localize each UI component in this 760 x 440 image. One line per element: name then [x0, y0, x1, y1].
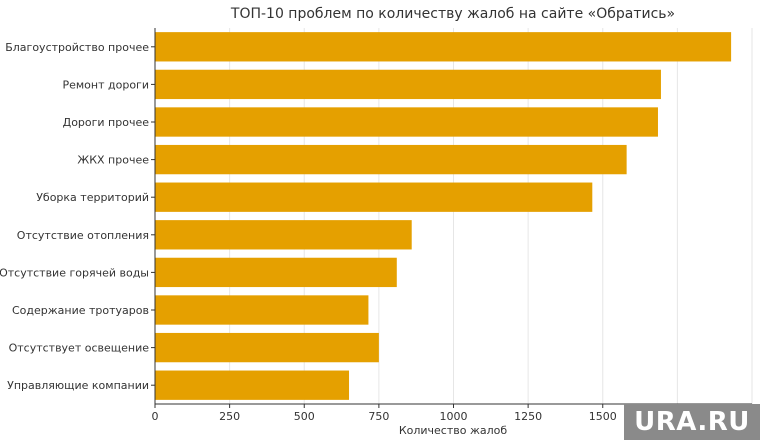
x-tick-label: 1000 — [440, 410, 468, 423]
category-label: Отсутствие горячей воды — [0, 266, 149, 279]
category-label: Уборка территорий — [36, 191, 149, 204]
bar — [155, 220, 412, 250]
bar — [155, 332, 379, 363]
category-label: ЖКХ прочее — [77, 154, 149, 167]
x-tick-label: 750 — [368, 410, 389, 423]
x-axis: 0 250 500 750 1000 1250 1500 — [152, 28, 753, 423]
x-tick-label: 1500 — [589, 410, 617, 423]
category-label: Дороги прочее — [63, 116, 150, 129]
x-tick-label: 1250 — [514, 410, 542, 423]
category-label: Ремонт дороги — [62, 78, 149, 91]
watermark-logo: URA.RU — [624, 404, 760, 440]
category-label: Содержание тротуаров — [12, 304, 149, 317]
bar — [155, 69, 661, 100]
x-tick-label: 0 — [152, 410, 159, 423]
bar — [155, 295, 369, 325]
chart-title: ТОП-10 проблем по количеству жалоб на са… — [230, 6, 675, 22]
x-tick-label: 500 — [294, 410, 315, 423]
category-label: Управляющие компании — [7, 379, 149, 392]
bar — [155, 32, 732, 62]
bars — [155, 32, 732, 400]
category-label: Благоустройство прочее — [5, 41, 149, 54]
bar — [155, 370, 350, 400]
category-labels: Благоустройство прочее Ремонт дороги Дорог… — [0, 41, 155, 392]
category-label: Отсутствует освещение — [9, 342, 150, 355]
bar — [155, 182, 593, 212]
bar — [155, 257, 397, 288]
category-label: Отсутствие отопления — [17, 229, 149, 242]
x-axis-label: Количество жалоб — [399, 424, 508, 437]
watermark-text: URA.RU — [634, 407, 750, 437]
x-tick-label: 250 — [219, 410, 240, 423]
bar — [155, 107, 658, 137]
bar — [155, 144, 627, 175]
